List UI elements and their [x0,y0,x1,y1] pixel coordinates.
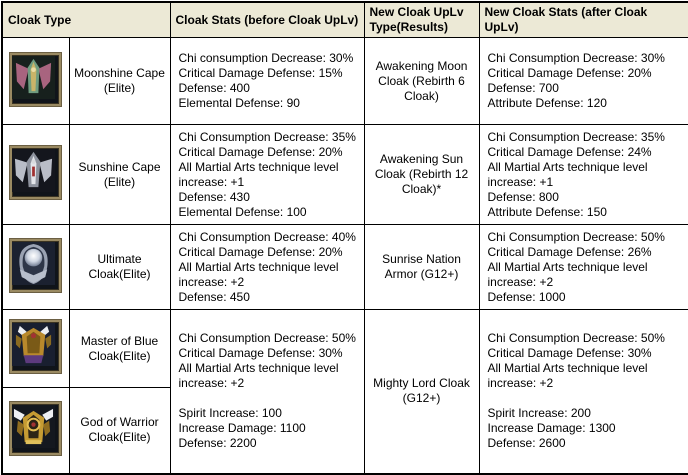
before-stats: Chi Consumption Decrease: 35% Critical D… [169,124,365,225]
header-cloak-type: Cloak Type [1,1,171,38]
ultimate-cloak-icon [10,238,62,292]
cloak-name: Sunshine Cape (Elite) [68,124,171,225]
header-new-type: New Cloak UpLv Type(Results) [363,1,480,38]
cloak-icon-cell [1,387,70,474]
table-row: God of Warrior Cloak(Elite) [1,387,688,474]
cloak-name: Ultimate Cloak(Elite) [68,224,171,310]
cloak-icon-cell [1,124,70,225]
header-row: Cloak Type Cloak Stats (before Cloak UpL… [1,1,688,38]
header-before-stats: Cloak Stats (before Cloak UpLv) [169,1,365,38]
sunshine-cape-icon [10,146,62,199]
master-of-blue-cloak-icon [10,320,62,373]
god-of-warrior-cloak-icon [10,401,62,455]
after-stats: Chi Consumption Decrease: 30% Critical D… [478,37,688,125]
cloak-icon-cell [1,309,70,388]
after-stats: Chi Consumption Decrease: 50% Critical D… [478,309,688,474]
table-row: Master of Blue Cloak(Elite) Chi Consumpt… [1,309,688,474]
table-row: Ultimate Cloak(Elite) Chi Consumption De… [1,224,688,310]
after-stats: Chi Consumption Decrease: 35% Critical D… [478,124,688,225]
moonshine-cape-icon [10,52,62,106]
table-row: Moonshine Cape (Elite) Chi consumption D… [1,37,688,125]
new-cloak-type: Mighty Lord Cloak (G12+) [363,309,480,474]
new-cloak-type: Sunrise Nation Armor (G12+) [363,224,480,310]
header-after-stats: New Cloak Stats (after Cloak UpLv) [478,1,688,38]
before-stats: Chi Consumption Decrease: 40% Critical D… [169,224,365,310]
cloak-name: God of Warrior Cloak(Elite) [68,387,171,474]
cloak-name: Moonshine Cape (Elite) [68,37,171,125]
after-stats: Chi Consumption Decrease: 50% Critical D… [478,224,688,310]
before-stats: Chi Consumption Decrease: 50% Critical D… [169,309,365,474]
cloak-name: Master of Blue Cloak(Elite) [68,309,171,388]
new-cloak-type: Awakening Moon Cloak (Rebirth 6 Cloak) [363,37,480,125]
table-row: Sunshine Cape (Elite) Chi Consumption De… [1,124,688,225]
new-cloak-type: Awakening Sun Cloak (Rebirth 12 Cloak)* [363,124,480,225]
cloak-icon-cell [1,37,70,125]
cloak-icon-cell [1,224,70,310]
before-stats: Chi consumption Decrease: 30% Critical D… [169,37,365,125]
